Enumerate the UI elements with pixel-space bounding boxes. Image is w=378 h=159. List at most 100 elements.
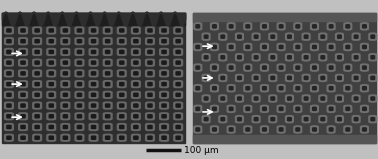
FancyBboxPatch shape (119, 50, 124, 54)
FancyBboxPatch shape (320, 34, 325, 39)
FancyBboxPatch shape (159, 134, 169, 142)
FancyBboxPatch shape (4, 112, 14, 120)
FancyBboxPatch shape (117, 37, 127, 45)
FancyBboxPatch shape (117, 80, 127, 88)
FancyBboxPatch shape (18, 91, 28, 99)
FancyBboxPatch shape (360, 43, 369, 51)
FancyBboxPatch shape (173, 26, 183, 35)
FancyBboxPatch shape (226, 63, 236, 72)
FancyBboxPatch shape (6, 60, 12, 65)
FancyBboxPatch shape (60, 101, 70, 110)
FancyBboxPatch shape (328, 127, 334, 132)
FancyBboxPatch shape (368, 74, 377, 82)
FancyBboxPatch shape (159, 59, 169, 67)
Bar (193, 13, 376, 21)
FancyBboxPatch shape (32, 80, 42, 88)
FancyBboxPatch shape (91, 103, 96, 108)
FancyBboxPatch shape (131, 123, 141, 131)
FancyBboxPatch shape (245, 107, 250, 111)
FancyBboxPatch shape (337, 34, 342, 39)
FancyBboxPatch shape (74, 123, 85, 131)
FancyBboxPatch shape (131, 80, 141, 88)
FancyBboxPatch shape (251, 32, 261, 41)
FancyBboxPatch shape (46, 59, 56, 67)
FancyBboxPatch shape (60, 59, 70, 67)
FancyBboxPatch shape (34, 93, 40, 97)
FancyBboxPatch shape (161, 125, 167, 129)
FancyBboxPatch shape (145, 134, 155, 142)
FancyBboxPatch shape (147, 82, 153, 86)
FancyBboxPatch shape (287, 34, 292, 39)
FancyBboxPatch shape (285, 32, 294, 41)
FancyBboxPatch shape (46, 37, 56, 45)
FancyBboxPatch shape (318, 32, 327, 41)
FancyBboxPatch shape (343, 43, 352, 51)
FancyBboxPatch shape (119, 60, 124, 65)
FancyBboxPatch shape (254, 34, 259, 39)
FancyBboxPatch shape (310, 84, 319, 93)
FancyBboxPatch shape (328, 86, 334, 91)
FancyBboxPatch shape (20, 28, 26, 33)
FancyBboxPatch shape (327, 125, 336, 134)
FancyBboxPatch shape (268, 53, 277, 62)
FancyBboxPatch shape (91, 28, 96, 33)
FancyBboxPatch shape (235, 115, 244, 123)
FancyBboxPatch shape (63, 135, 68, 140)
FancyBboxPatch shape (32, 101, 42, 110)
FancyBboxPatch shape (304, 76, 308, 80)
FancyBboxPatch shape (4, 123, 14, 131)
FancyBboxPatch shape (204, 55, 209, 60)
FancyBboxPatch shape (352, 53, 361, 62)
FancyBboxPatch shape (327, 105, 336, 113)
FancyBboxPatch shape (175, 60, 181, 65)
FancyBboxPatch shape (220, 34, 225, 39)
FancyBboxPatch shape (343, 63, 352, 72)
Bar (193, 135, 376, 143)
FancyBboxPatch shape (119, 93, 124, 97)
FancyBboxPatch shape (46, 80, 56, 88)
FancyBboxPatch shape (262, 24, 267, 29)
FancyBboxPatch shape (48, 71, 54, 76)
FancyBboxPatch shape (277, 22, 286, 31)
FancyBboxPatch shape (212, 45, 217, 49)
FancyBboxPatch shape (327, 22, 336, 31)
FancyBboxPatch shape (175, 135, 181, 140)
FancyBboxPatch shape (293, 63, 302, 72)
FancyBboxPatch shape (46, 101, 56, 110)
FancyBboxPatch shape (335, 94, 344, 103)
FancyBboxPatch shape (260, 43, 269, 51)
FancyBboxPatch shape (147, 93, 153, 97)
FancyBboxPatch shape (229, 65, 234, 70)
FancyBboxPatch shape (212, 127, 217, 132)
FancyBboxPatch shape (145, 80, 155, 88)
FancyBboxPatch shape (60, 37, 70, 45)
FancyBboxPatch shape (270, 96, 275, 101)
FancyBboxPatch shape (145, 26, 155, 35)
FancyBboxPatch shape (105, 93, 110, 97)
FancyBboxPatch shape (4, 59, 14, 67)
FancyBboxPatch shape (18, 37, 28, 45)
FancyBboxPatch shape (48, 93, 54, 97)
FancyBboxPatch shape (74, 26, 85, 35)
FancyBboxPatch shape (251, 74, 261, 82)
FancyBboxPatch shape (119, 28, 124, 33)
FancyBboxPatch shape (328, 45, 334, 49)
FancyBboxPatch shape (34, 82, 40, 86)
FancyBboxPatch shape (105, 82, 110, 86)
FancyBboxPatch shape (88, 48, 99, 56)
FancyBboxPatch shape (212, 86, 217, 91)
FancyBboxPatch shape (88, 80, 99, 88)
FancyBboxPatch shape (105, 125, 110, 129)
FancyBboxPatch shape (117, 123, 127, 131)
FancyBboxPatch shape (370, 96, 375, 101)
FancyBboxPatch shape (328, 107, 334, 111)
FancyBboxPatch shape (193, 22, 202, 31)
FancyBboxPatch shape (6, 71, 12, 76)
FancyBboxPatch shape (133, 28, 139, 33)
FancyBboxPatch shape (226, 43, 236, 51)
FancyBboxPatch shape (226, 105, 236, 113)
FancyBboxPatch shape (320, 55, 325, 60)
FancyBboxPatch shape (251, 115, 261, 123)
FancyBboxPatch shape (161, 28, 167, 33)
FancyBboxPatch shape (4, 26, 14, 35)
